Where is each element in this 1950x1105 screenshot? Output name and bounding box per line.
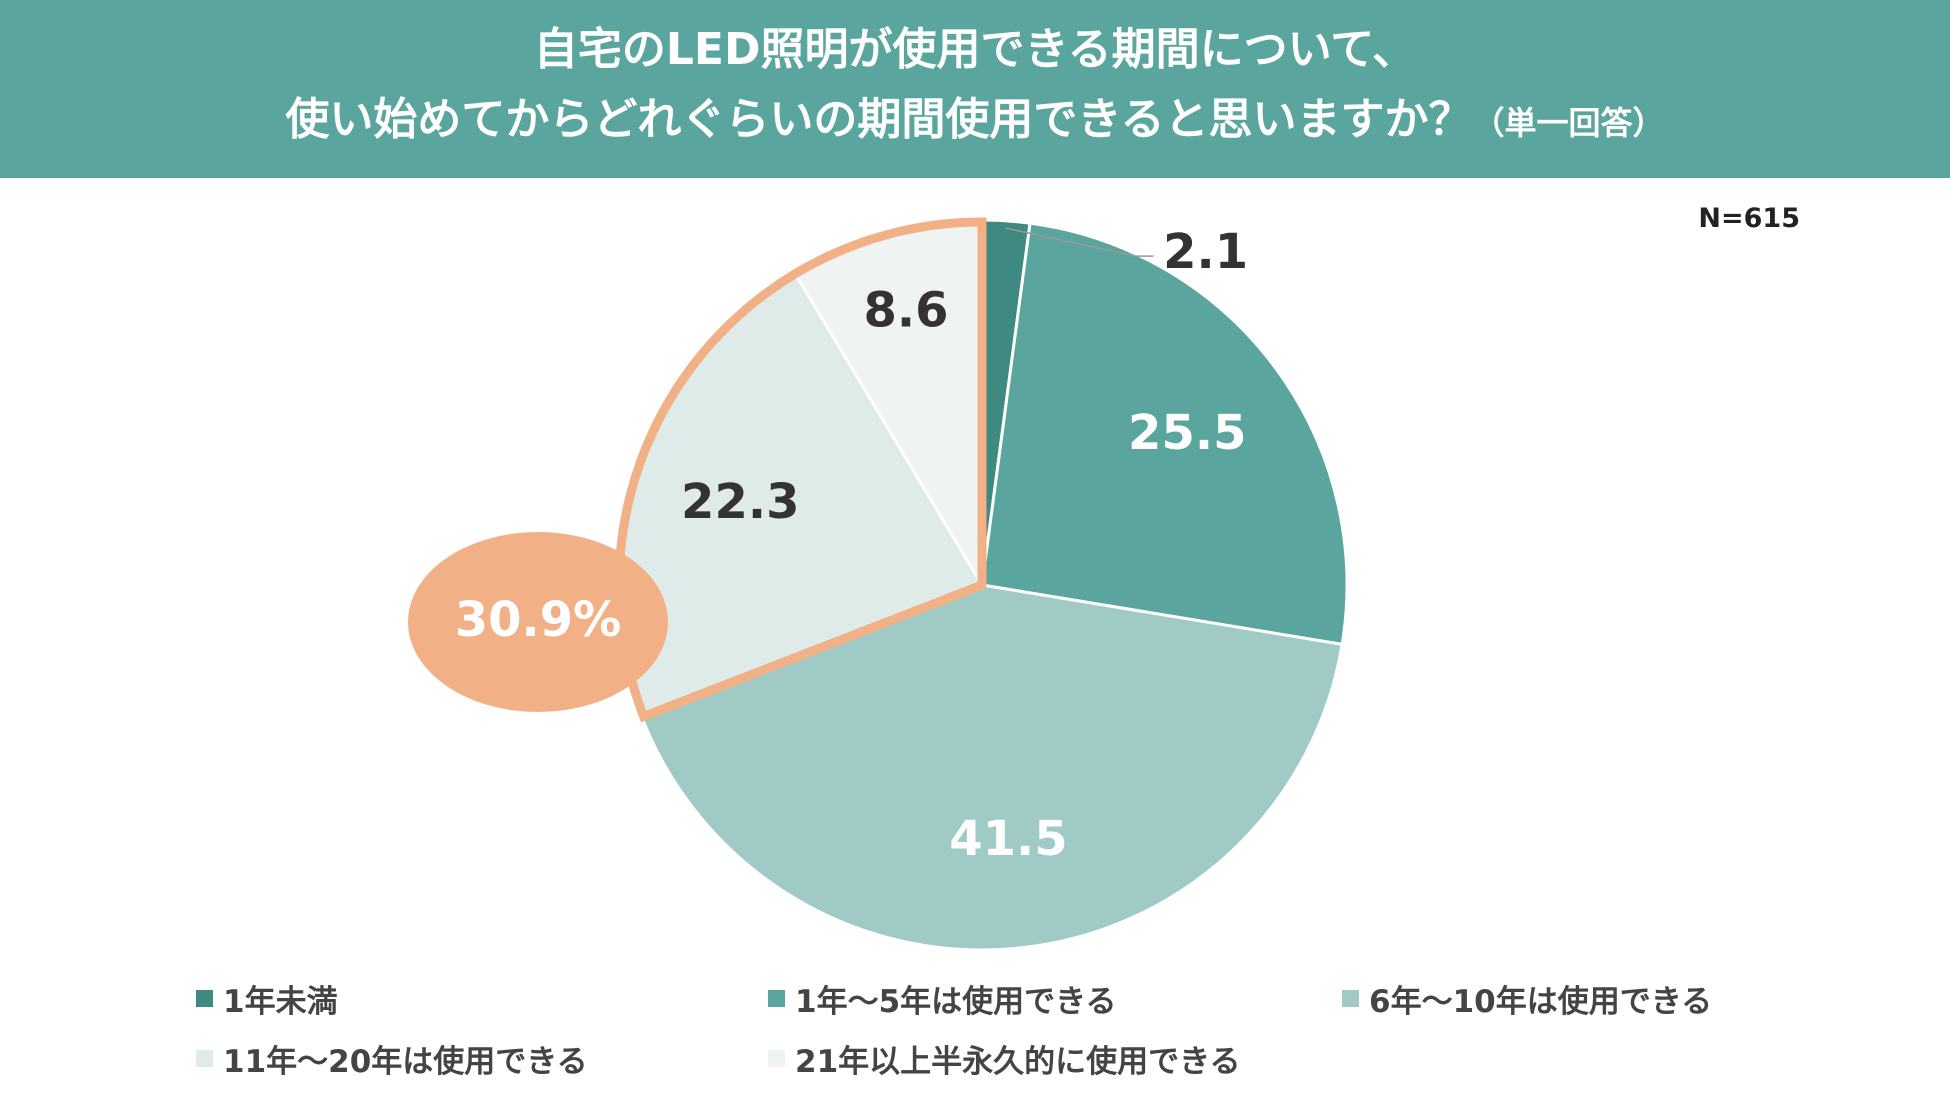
- slice-value-label-2: 25.5: [1128, 405, 1246, 461]
- pie-slice-2: [980, 221, 1349, 647]
- chart-title-line2: 使い始めてからどれぐらいの期間使用できると思いますか？（単一回答）: [0, 90, 1950, 153]
- sample-size-label: N=615: [1698, 203, 1800, 234]
- chart-title-note: （単一回答）: [1472, 104, 1665, 142]
- pie-slice-3: [639, 583, 1344, 952]
- slice-value-label-1: 2.1: [1163, 224, 1248, 280]
- highlight-total-label: 30.9%: [455, 592, 622, 648]
- chart-title-question: 使い始めてからどれぐらいの期間使用できると思いますか？: [285, 94, 1473, 145]
- slice-value-label-5: 8.6: [863, 283, 948, 339]
- slice-value-label-3: 41.5: [949, 811, 1067, 867]
- chart-title-line1: 自宅のLED照明が使用できる期間について、: [533, 24, 1417, 75]
- highlight-callout: [408, 532, 668, 712]
- chart-title-banner: 自宅のLED照明が使用できる期間について、 使い始めてからどれぐらいの期間使用で…: [0, 0, 1950, 178]
- leader-line-1: [1005, 227, 1154, 257]
- slice-value-label-4: 22.3: [681, 474, 799, 530]
